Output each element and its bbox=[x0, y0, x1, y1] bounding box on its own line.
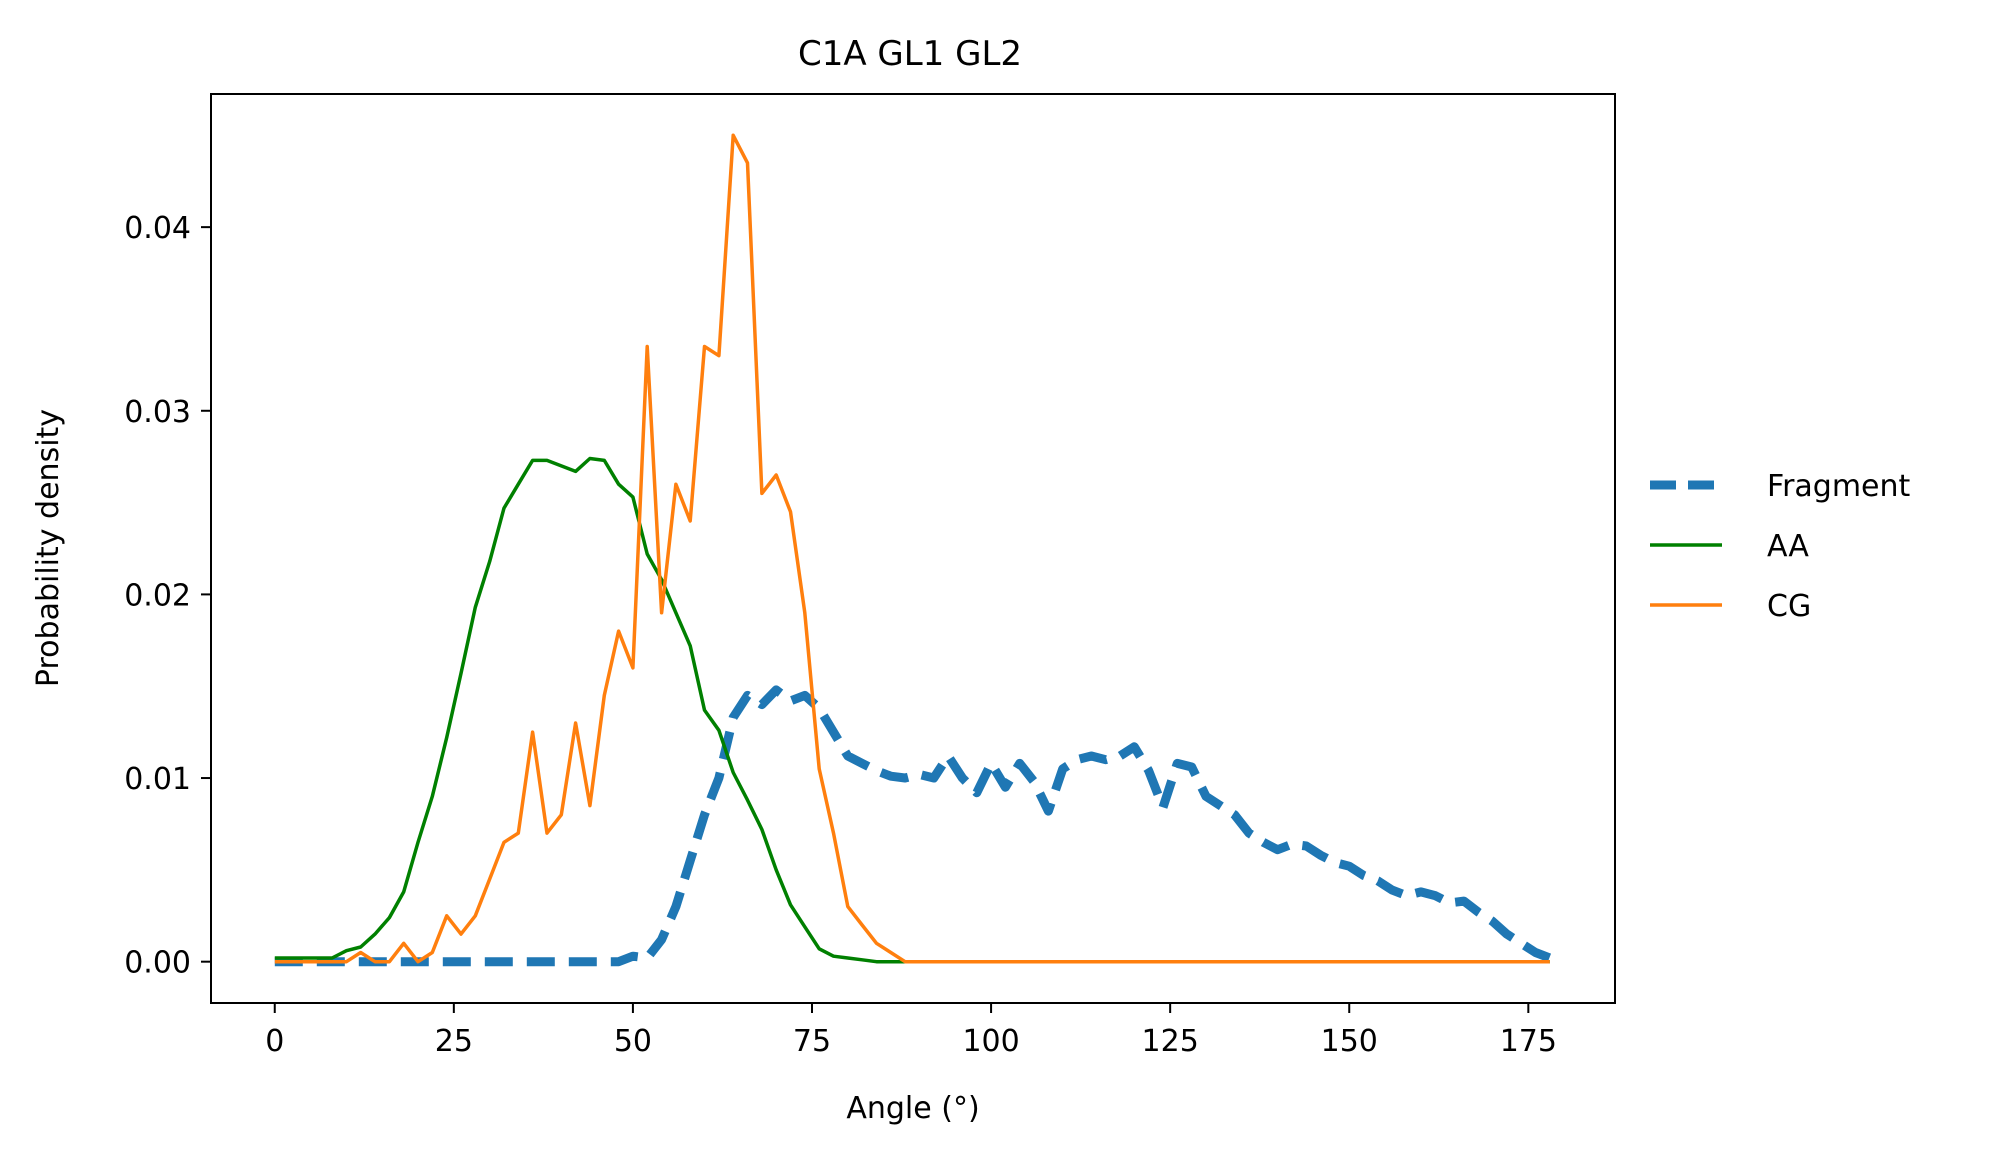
legend-label-cg: CG bbox=[1767, 589, 1811, 624]
y-axis-ticks: 0.00 0.01 0.02 0.03 0.04 bbox=[124, 211, 211, 981]
y-axis-label: Probability density bbox=[31, 409, 66, 687]
legend: Fragment AA CG bbox=[1650, 469, 1911, 624]
x-tick-label: 0 bbox=[265, 1024, 284, 1059]
chart-title: C1A GL1 GL2 bbox=[798, 34, 1022, 74]
series-line-fragment bbox=[274, 685, 1552, 967]
x-tick-label: 175 bbox=[1500, 1024, 1557, 1059]
y-tick-label: 0.04 bbox=[124, 211, 191, 246]
x-tick-label: 25 bbox=[435, 1024, 473, 1059]
series-line-cg bbox=[274, 133, 1550, 964]
plot-lines bbox=[274, 133, 1552, 967]
y-tick-label: 0.00 bbox=[124, 946, 191, 981]
plot-frame bbox=[210, 93, 1616, 1004]
x-tick-label: 100 bbox=[962, 1024, 1019, 1059]
legend-label-fragment: Fragment bbox=[1767, 469, 1911, 504]
x-tick-label: 125 bbox=[1142, 1024, 1199, 1059]
y-tick-label: 0.01 bbox=[124, 762, 191, 797]
x-axis-ticks: 0 25 50 75 100 125 150 175 bbox=[265, 1003, 1557, 1059]
y-tick-label: 0.03 bbox=[124, 395, 191, 430]
x-tick-label: 50 bbox=[614, 1024, 652, 1059]
x-tick-label: 150 bbox=[1321, 1024, 1378, 1059]
x-tick-label: 75 bbox=[793, 1024, 831, 1059]
series-line-aa bbox=[274, 456, 1550, 964]
legend-label-aa: AA bbox=[1767, 529, 1809, 564]
x-axis-label: Angle (°) bbox=[846, 1091, 979, 1126]
y-tick-label: 0.02 bbox=[124, 578, 191, 613]
